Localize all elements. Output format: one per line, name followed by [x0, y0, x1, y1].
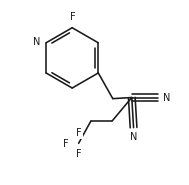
Text: F: F: [63, 139, 68, 149]
Text: N: N: [130, 132, 137, 142]
Text: F: F: [76, 149, 82, 159]
Text: F: F: [77, 129, 82, 139]
Text: N: N: [33, 37, 40, 47]
Text: N: N: [163, 92, 170, 102]
Text: F: F: [70, 12, 76, 22]
